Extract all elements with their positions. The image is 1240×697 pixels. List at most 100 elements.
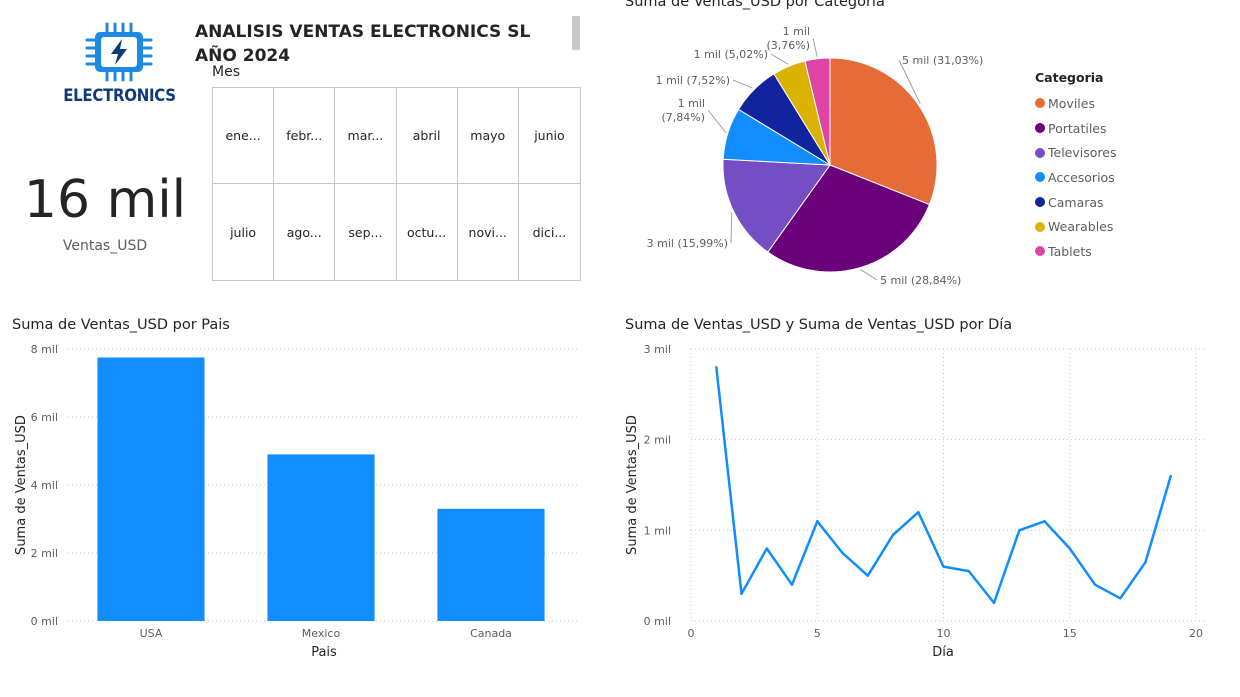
slicer-item-month-12[interactable]: dici... bbox=[532, 224, 567, 240]
pie-data-label-moviles: 5 mil (31,03%) bbox=[902, 54, 983, 67]
line-point-day-11[interactable] bbox=[967, 569, 970, 573]
line-x-tick-label: 20 bbox=[1189, 627, 1203, 640]
legend-item-portatiles[interactable]: Portatiles bbox=[1035, 116, 1116, 141]
legend-item-wearables[interactable]: Wearables bbox=[1035, 214, 1116, 239]
bar-y-tick-label: 8 mil bbox=[31, 343, 58, 356]
pie-leader-line bbox=[730, 212, 733, 244]
pie-chart-title: Suma de Ventas_USD por Categoria bbox=[625, 0, 885, 10]
line-point-day-8[interactable] bbox=[891, 533, 895, 537]
pie-data-label-televisores: 3 mil (15,99%) bbox=[647, 237, 728, 250]
report-title-line1: ANALISIS VENTAS ELECTRONICS SL bbox=[195, 22, 531, 42]
lightning-chip-icon bbox=[85, 22, 153, 82]
line-point-day-13[interactable] bbox=[1018, 529, 1021, 532]
bar-chart-title: Suma de Ventas_USD por Pais bbox=[12, 317, 230, 333]
line-point-day-19[interactable] bbox=[1169, 474, 1172, 478]
legend-label: Wearables bbox=[1048, 219, 1114, 235]
slicer-item-month-7[interactable]: julio bbox=[213, 184, 275, 280]
line-x-tick-label: 5 bbox=[814, 627, 821, 640]
slicer-item-month-10[interactable]: octu... bbox=[397, 184, 458, 280]
legend-label: Accesorios bbox=[1048, 169, 1115, 185]
line-point-day-3[interactable] bbox=[765, 547, 768, 550]
legend-label: Televisores bbox=[1048, 145, 1117, 161]
line-chart: 0 mil 1 mil 2 mil 3 mil 0 5 10 15 20 Día Suma de V… bbox=[625, 343, 1206, 660]
legend-label: Camaras bbox=[1048, 194, 1104, 210]
line-point-day-10[interactable] bbox=[942, 565, 945, 568]
pie-leader-line bbox=[812, 37, 818, 57]
slicer-item-month-5[interactable]: mayo bbox=[457, 88, 519, 184]
pie-data-label-accesorios: 1 mil (7,84%) bbox=[661, 97, 705, 124]
pie-data-label-tablets: 1 mil (3,76%) bbox=[766, 25, 810, 52]
line-point-day-9[interactable] bbox=[917, 511, 920, 514]
pie-slice-tablets[interactable] bbox=[804, 57, 831, 166]
slicer-item-month-2[interactable]: febr... bbox=[274, 88, 336, 184]
slicer-item-month-8[interactable]: ago... bbox=[274, 184, 336, 280]
bar-x-tick-label: Mexico bbox=[302, 627, 341, 640]
bar-usa[interactable] bbox=[97, 357, 205, 622]
legend-item-tablets[interactable]: Tablets bbox=[1035, 239, 1116, 264]
pie-leader-line bbox=[898, 59, 921, 105]
line-y-tick-label: 3 mil bbox=[644, 343, 671, 356]
line-point-day-5[interactable] bbox=[816, 520, 819, 523]
pie-data-label-portatiles: 5 mil (28,84%) bbox=[880, 274, 961, 287]
slicer-item-month-3[interactable]: mar... bbox=[335, 88, 397, 184]
pie-slice-moviles[interactable] bbox=[829, 57, 938, 206]
line-point-day-17[interactable] bbox=[1119, 597, 1122, 600]
pie-leader-line bbox=[770, 53, 789, 65]
pie-leader-line bbox=[860, 269, 878, 281]
legend-label: Portatiles bbox=[1048, 120, 1107, 136]
bar-x-axis-label: Pais bbox=[311, 645, 337, 660]
slicer-title: Mes bbox=[212, 64, 240, 80]
line-y-axis-label: Suma de Ventas_USD bbox=[625, 415, 640, 555]
pie-slice-portatiles[interactable] bbox=[767, 164, 931, 273]
legend-item-accesorios[interactable]: Accesorios bbox=[1035, 165, 1116, 190]
line-chart-title: Suma de Ventas_USD y Suma de Ventas_USD … bbox=[625, 317, 1013, 333]
bar-mexico[interactable] bbox=[267, 454, 375, 621]
report-title-line2: AÑO 2024 bbox=[195, 46, 291, 66]
line-y-tick-label: 1 mil bbox=[644, 524, 671, 537]
legend-marker bbox=[1035, 172, 1045, 183]
line-point-day-15[interactable] bbox=[1068, 547, 1071, 550]
legend-marker bbox=[1035, 221, 1045, 232]
slicer-item-month-1[interactable]: ene... bbox=[213, 88, 275, 184]
logo bbox=[60, 20, 180, 112]
slicer-item-month-6[interactable]: junio bbox=[518, 88, 580, 184]
legend-marker bbox=[1035, 147, 1045, 158]
legend-item-camaras[interactable]: Camaras bbox=[1035, 190, 1116, 215]
line-point-day-16[interactable] bbox=[1093, 583, 1097, 586]
line-point-day-4[interactable] bbox=[790, 583, 794, 586]
line-point-day-7[interactable] bbox=[866, 574, 869, 577]
kpi-value: 16 mil bbox=[23, 170, 187, 230]
bar-chart: 0 mil 2 mil 4 mil 6 mil 8 mil USA Mexico Canada… bbox=[14, 343, 578, 660]
legend-marker bbox=[1035, 246, 1045, 257]
pie-legend: Categoria Moviles Portatiles Televisores Ac… bbox=[1035, 70, 1116, 264]
logo-text: ELECTRONICS bbox=[63, 86, 176, 106]
bar-x-tick-label: Canada bbox=[470, 627, 512, 640]
line-point-day-18[interactable] bbox=[1144, 560, 1147, 564]
line-point-day-12[interactable] bbox=[992, 601, 996, 605]
line-point-day-6[interactable] bbox=[841, 551, 844, 555]
line-point-day-1[interactable] bbox=[715, 365, 718, 369]
bar-y-axis-label: Suma de Ventas_USD bbox=[14, 415, 29, 555]
line-x-tick-label: 15 bbox=[1063, 627, 1077, 640]
report-title: ANALISIS VENTAS ELECTRONICS SL AÑO 2024 bbox=[195, 20, 555, 68]
legend-item-televisores[interactable]: Televisores bbox=[1035, 140, 1116, 165]
pie-leader-line bbox=[707, 109, 727, 134]
bar-y-tick-label: 6 mil bbox=[31, 411, 58, 424]
scrollbar-thumb[interactable] bbox=[572, 16, 580, 50]
slicer-item-month-9[interactable]: sep... bbox=[335, 184, 397, 280]
legend-marker bbox=[1035, 123, 1045, 134]
bar-canada[interactable] bbox=[437, 508, 545, 621]
line-point-day-2[interactable] bbox=[740, 592, 743, 595]
line-point-day-14[interactable] bbox=[1043, 520, 1046, 523]
bar-y-tick-label: 2 mil bbox=[31, 547, 58, 560]
line-x-axis-label: Día bbox=[932, 645, 954, 660]
pie-slice-televisores[interactable] bbox=[722, 158, 831, 253]
legend-marker bbox=[1035, 197, 1045, 208]
pie-data-label-camaras: 1 mil (7,52%) bbox=[656, 74, 730, 87]
line-y-tick-label: 0 mil bbox=[644, 615, 671, 628]
legend-marker bbox=[1035, 98, 1045, 109]
slicer-item-month-4[interactable]: abril bbox=[396, 88, 458, 184]
slicer-item-month-11[interactable]: novi... bbox=[458, 184, 519, 280]
legend-item-moviles[interactable]: Moviles bbox=[1035, 91, 1116, 116]
line-x-tick-label: 10 bbox=[937, 627, 951, 640]
